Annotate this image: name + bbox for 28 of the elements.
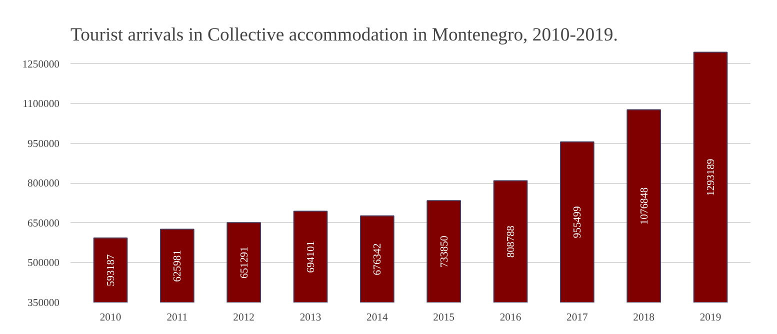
data-label: 955499 (572, 206, 584, 238)
data-label: 651291 (239, 246, 250, 279)
x-tick-label: 2012 (233, 312, 254, 324)
y-tick-label: 1100000 (22, 99, 60, 110)
chart-title: Tourist arrivals in Collective accommodation in Montenegro, 2010-2019. (70, 24, 618, 46)
data-label: 593187 (106, 254, 117, 286)
data-label: 1076848 (639, 187, 650, 225)
data-label: 733850 (439, 236, 450, 268)
data-label: 694101 (306, 240, 317, 273)
x-tick-label: 2010 (100, 312, 122, 324)
data-label: 808788 (506, 226, 517, 258)
data-label: 676342 (372, 243, 384, 276)
data-label: 1293189 (706, 158, 717, 196)
y-tick-label: 650000 (28, 218, 60, 230)
x-tick-label: 2017 (566, 312, 588, 324)
y-tick-label: 800000 (28, 178, 60, 190)
x-tick-label: 2016 (500, 312, 522, 324)
x-tick-label: 2019 (700, 312, 722, 324)
x-tick-label: 2014 (366, 312, 388, 324)
y-tick-label: 500000 (28, 258, 60, 270)
y-tick-label: 1250000 (22, 59, 60, 70)
y-tick-label: 350000 (28, 298, 60, 309)
y-tick-label: 950000 (28, 138, 60, 150)
x-tick-label: 2015 (433, 312, 454, 324)
x-tick-label: 2013 (300, 312, 322, 324)
x-tick-label: 2011 (166, 312, 188, 324)
x-tick-label: 2018 (633, 312, 654, 324)
data-label: 625981 (172, 250, 184, 282)
